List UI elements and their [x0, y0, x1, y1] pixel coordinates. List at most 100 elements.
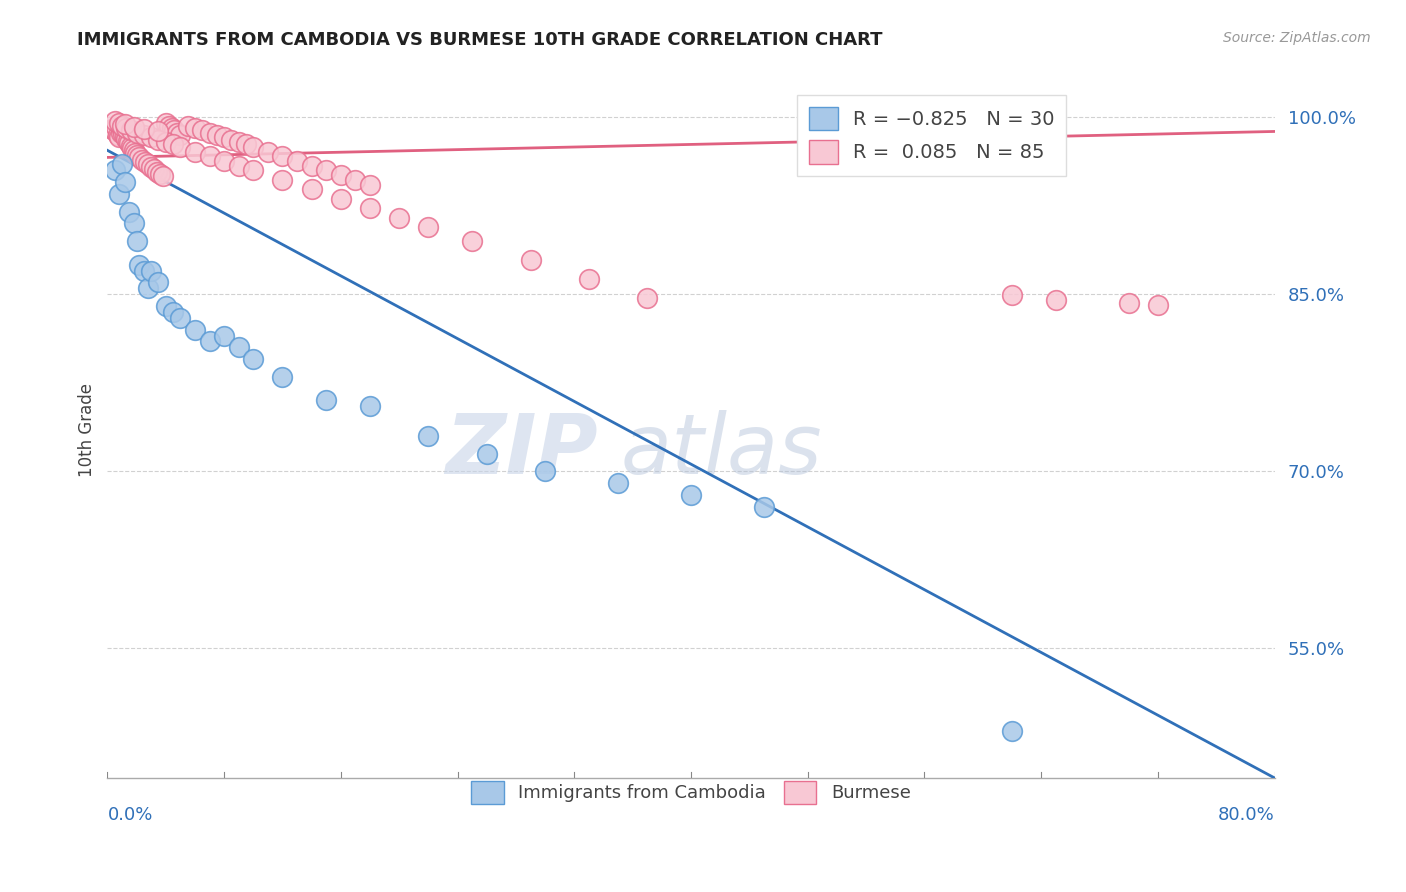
Point: [152, 169, 174, 184]
Point: [212, 153, 235, 168]
Point: [184, 145, 207, 159]
Point: [149, 167, 172, 181]
Point: [169, 140, 191, 154]
Point: [271, 369, 294, 384]
Point: [114, 117, 136, 131]
Point: [359, 201, 381, 215]
Point: [242, 140, 264, 154]
Point: [184, 120, 207, 135]
Point: [107, 128, 129, 142]
Point: [257, 145, 280, 159]
Point: [242, 352, 264, 367]
Point: [1147, 298, 1170, 312]
Point: [128, 150, 150, 164]
Point: [155, 299, 177, 313]
Point: [115, 120, 138, 135]
Point: [228, 135, 250, 149]
Point: [184, 323, 207, 337]
Point: [118, 136, 141, 151]
Point: [461, 234, 484, 248]
Point: [205, 128, 228, 142]
Point: [578, 272, 600, 286]
Point: [519, 253, 541, 268]
Point: [111, 122, 134, 136]
Point: [155, 116, 177, 130]
Point: [125, 126, 148, 140]
Point: [114, 175, 136, 189]
Point: [104, 124, 127, 138]
Point: [160, 120, 183, 135]
Text: 80.0%: 80.0%: [1218, 805, 1275, 824]
Point: [132, 263, 155, 277]
Point: [112, 127, 135, 141]
Point: [148, 276, 170, 290]
Point: [100, 122, 122, 136]
Point: [108, 116, 131, 130]
Point: [329, 168, 352, 182]
Point: [388, 211, 411, 225]
Point: [148, 133, 170, 147]
Point: [111, 157, 134, 171]
Point: [108, 130, 131, 145]
Point: [752, 500, 775, 514]
Point: [125, 148, 148, 162]
Point: [212, 130, 235, 145]
Point: [136, 157, 159, 171]
Point: [285, 153, 308, 168]
Point: [146, 164, 169, 178]
Point: [1045, 293, 1067, 308]
Point: [163, 123, 186, 137]
Point: [221, 133, 243, 147]
Point: [301, 159, 323, 173]
Point: [124, 145, 146, 160]
Point: [141, 160, 163, 174]
Point: [315, 393, 337, 408]
Point: [359, 400, 381, 414]
Point: [1001, 288, 1024, 302]
Point: [120, 138, 142, 153]
Point: [271, 149, 294, 163]
Point: [418, 220, 440, 235]
Point: [155, 135, 177, 149]
Point: [235, 137, 257, 152]
Point: [228, 159, 250, 173]
Point: [122, 120, 145, 134]
Point: [157, 119, 180, 133]
Point: [120, 123, 142, 137]
Point: [122, 217, 145, 231]
Point: [534, 464, 557, 478]
Point: [198, 334, 221, 349]
Text: ZIP: ZIP: [446, 410, 598, 491]
Point: [125, 234, 148, 248]
Point: [212, 328, 235, 343]
Point: [117, 134, 139, 148]
Point: [136, 281, 159, 295]
Point: [344, 173, 367, 187]
Point: [191, 123, 214, 137]
Point: [162, 137, 184, 152]
Point: [114, 129, 136, 144]
Point: [166, 126, 188, 140]
Point: [176, 119, 198, 133]
Point: [271, 173, 294, 187]
Point: [110, 126, 132, 140]
Point: [329, 192, 352, 206]
Point: [104, 163, 127, 178]
Text: 0.0%: 0.0%: [107, 805, 153, 824]
Point: [301, 182, 323, 196]
Point: [143, 162, 166, 177]
Point: [242, 163, 264, 178]
Point: [162, 305, 184, 319]
Point: [118, 204, 141, 219]
Point: [134, 155, 156, 169]
Text: IMMIGRANTS FROM CAMBODIA VS BURMESE 10TH GRADE CORRELATION CHART: IMMIGRANTS FROM CAMBODIA VS BURMESE 10TH…: [77, 31, 883, 49]
Point: [359, 178, 381, 192]
Point: [228, 340, 250, 354]
Point: [141, 130, 163, 145]
Point: [104, 113, 127, 128]
Point: [131, 153, 153, 167]
Point: [198, 149, 221, 163]
Legend: Immigrants from Cambodia, Burmese: Immigrants from Cambodia, Burmese: [464, 774, 918, 811]
Point: [169, 128, 191, 142]
Point: [132, 128, 155, 142]
